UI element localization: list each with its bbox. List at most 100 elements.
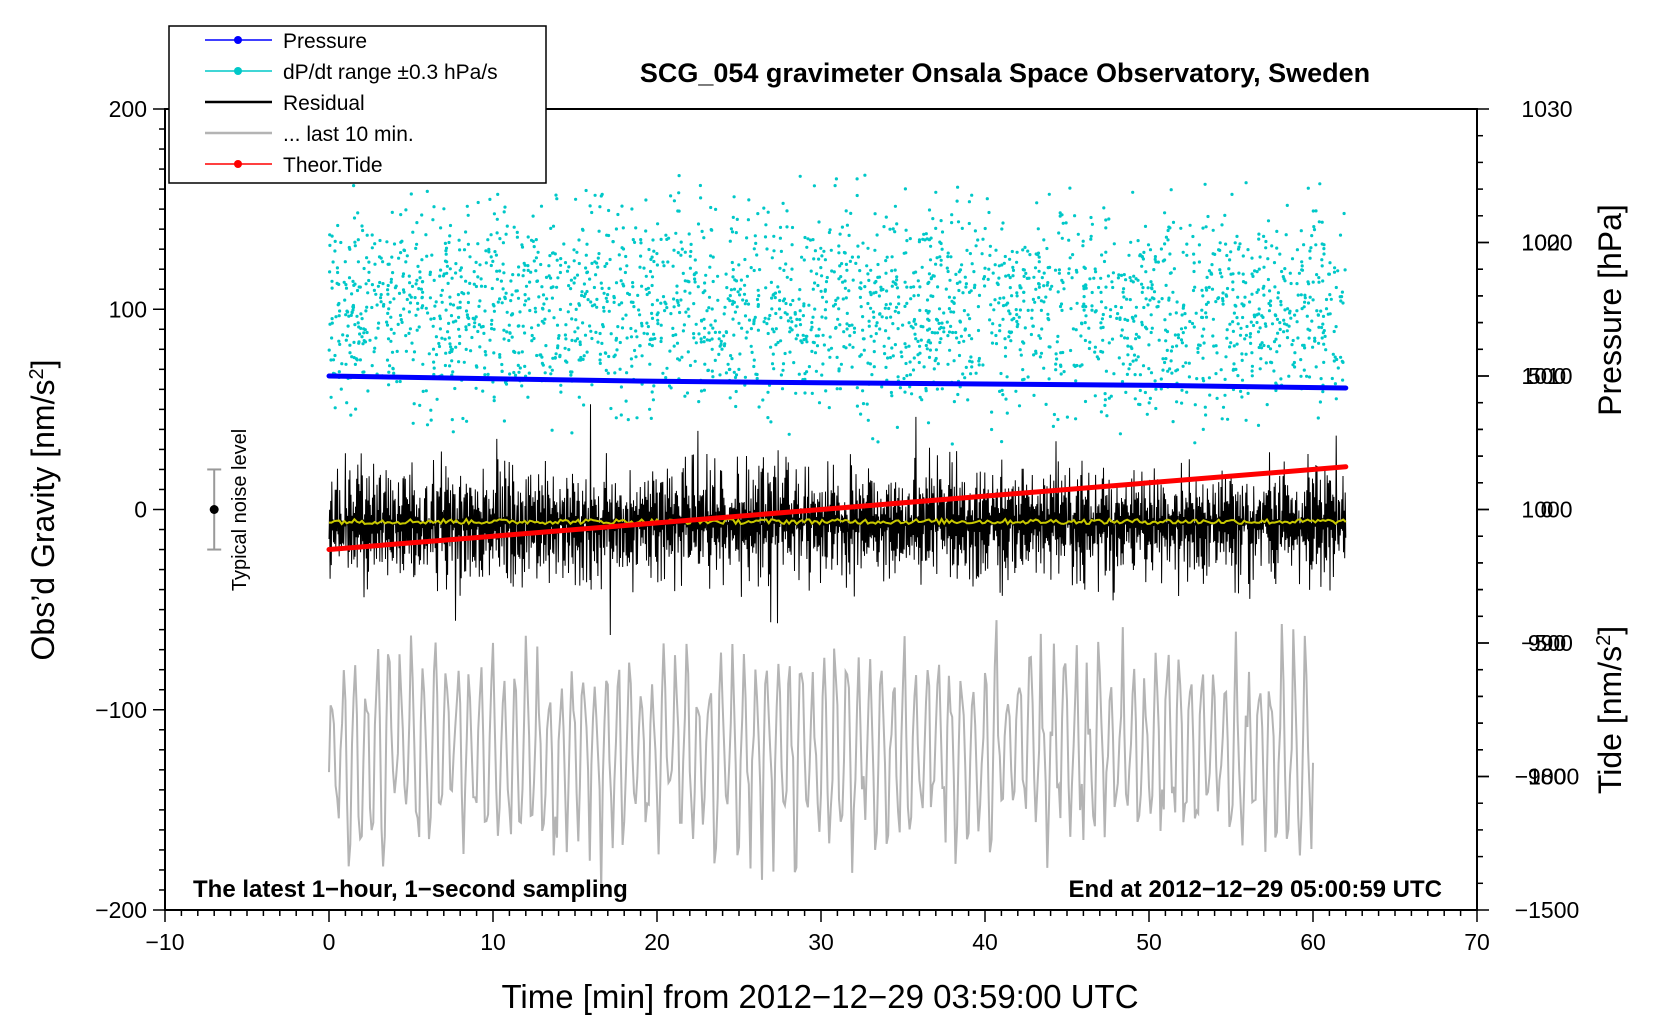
dpdt-point bbox=[476, 275, 480, 279]
dpdt-point bbox=[811, 340, 815, 344]
dpdt-point bbox=[732, 333, 736, 337]
dpdt-point bbox=[470, 335, 474, 340]
dpdt-point bbox=[1032, 275, 1036, 279]
dpdt-point bbox=[520, 384, 524, 388]
dpdt-point bbox=[1145, 412, 1149, 416]
dpdt-point bbox=[1179, 226, 1183, 230]
dpdt-point bbox=[431, 218, 435, 222]
dpdt-point bbox=[822, 343, 827, 347]
dpdt-point bbox=[1163, 318, 1167, 322]
dpdt-point bbox=[1234, 367, 1238, 371]
dpdt-point bbox=[863, 285, 867, 289]
dpdt-point bbox=[328, 270, 332, 274]
dpdt-point bbox=[820, 295, 825, 299]
dpdt-point bbox=[964, 365, 968, 369]
dpdt-point bbox=[466, 291, 470, 295]
dpdt-point bbox=[488, 338, 492, 342]
dpdt-point bbox=[728, 294, 732, 298]
dpdt-point bbox=[448, 223, 453, 228]
dpdt-point bbox=[1341, 360, 1345, 364]
dpdt-point bbox=[1073, 214, 1077, 218]
dpdt-point bbox=[1202, 379, 1206, 383]
dpdt-point bbox=[874, 324, 878, 328]
dpdt-point bbox=[926, 281, 930, 286]
dpdt-point bbox=[1034, 252, 1038, 256]
dpdt-point bbox=[802, 258, 806, 262]
pressure-tick-label: 1010 bbox=[1521, 363, 1572, 389]
dpdt-point bbox=[438, 274, 442, 278]
dpdt-point bbox=[350, 292, 354, 296]
dpdt-point bbox=[837, 307, 841, 311]
dpdt-point bbox=[1302, 368, 1306, 372]
dpdt-point bbox=[824, 389, 828, 393]
dpdt-point bbox=[392, 331, 396, 335]
dpdt-point bbox=[927, 208, 932, 212]
dpdt-point bbox=[1195, 377, 1199, 381]
dpdt-point bbox=[910, 392, 914, 396]
dpdt-point bbox=[500, 362, 504, 367]
dpdt-point bbox=[614, 416, 618, 420]
dpdt-point bbox=[520, 350, 524, 354]
dpdt-point bbox=[617, 303, 621, 307]
dpdt-point bbox=[669, 194, 673, 198]
dpdt-point bbox=[790, 320, 794, 324]
dpdt-point bbox=[929, 244, 933, 248]
dpdt-point bbox=[1333, 266, 1337, 270]
dpdt-point bbox=[498, 269, 502, 273]
dpdt-point bbox=[694, 341, 698, 345]
dpdt-point bbox=[1166, 369, 1170, 373]
dpdt-point bbox=[804, 334, 808, 338]
dpdt-point bbox=[1231, 288, 1235, 292]
dpdt-point bbox=[1122, 295, 1126, 299]
dpdt-point bbox=[416, 264, 420, 268]
dpdt-point bbox=[743, 302, 747, 306]
dpdt-point bbox=[1316, 416, 1320, 420]
dpdt-point bbox=[825, 275, 829, 280]
dpdt-point bbox=[803, 391, 807, 395]
dpdt-point bbox=[640, 284, 644, 288]
dpdt-point bbox=[407, 310, 411, 314]
dpdt-point bbox=[1328, 312, 1332, 316]
dpdt-point bbox=[412, 402, 416, 406]
dpdt-point bbox=[702, 340, 706, 344]
dpdt-point bbox=[544, 344, 548, 348]
dpdt-point bbox=[1266, 344, 1270, 348]
dpdt-point bbox=[484, 249, 488, 253]
dpdt-point bbox=[1291, 363, 1295, 367]
dpdt-point bbox=[330, 234, 334, 238]
dpdt-point bbox=[379, 293, 383, 297]
dpdt-point bbox=[834, 177, 839, 181]
dpdt-point bbox=[794, 324, 798, 328]
dpdt-point bbox=[1248, 332, 1253, 336]
dpdt-point bbox=[541, 293, 546, 297]
dpdt-point bbox=[1097, 285, 1101, 290]
dpdt-point bbox=[334, 315, 338, 319]
dpdt-point bbox=[820, 274, 824, 278]
dpdt-point bbox=[869, 268, 873, 272]
dpdt-point bbox=[402, 307, 406, 311]
dpdt-point bbox=[927, 309, 931, 313]
dpdt-point bbox=[1303, 300, 1307, 304]
dpdt-point bbox=[927, 338, 931, 342]
dpdt-point bbox=[988, 318, 992, 322]
dpdt-point bbox=[374, 292, 378, 296]
dpdt-point bbox=[770, 362, 775, 366]
dpdt-point bbox=[665, 306, 669, 310]
dpdt-point bbox=[1163, 360, 1167, 365]
dpdt-point bbox=[816, 283, 820, 288]
dpdt-point bbox=[1078, 364, 1082, 368]
dpdt-point bbox=[722, 312, 726, 316]
dpdt-point bbox=[707, 331, 711, 335]
dpdt-point bbox=[1295, 282, 1299, 286]
dpdt-point bbox=[1200, 308, 1204, 312]
dpdt-point bbox=[449, 314, 454, 318]
dpdt-point bbox=[1149, 313, 1153, 317]
dpdt-point bbox=[828, 335, 832, 339]
dpdt-point bbox=[1127, 367, 1131, 371]
dpdt-point bbox=[689, 249, 693, 254]
dpdt-point bbox=[1241, 315, 1245, 320]
dpdt-point bbox=[328, 322, 332, 326]
x-tick-label: 40 bbox=[972, 929, 998, 955]
dpdt-point bbox=[895, 286, 900, 290]
dpdt-point bbox=[763, 235, 768, 239]
